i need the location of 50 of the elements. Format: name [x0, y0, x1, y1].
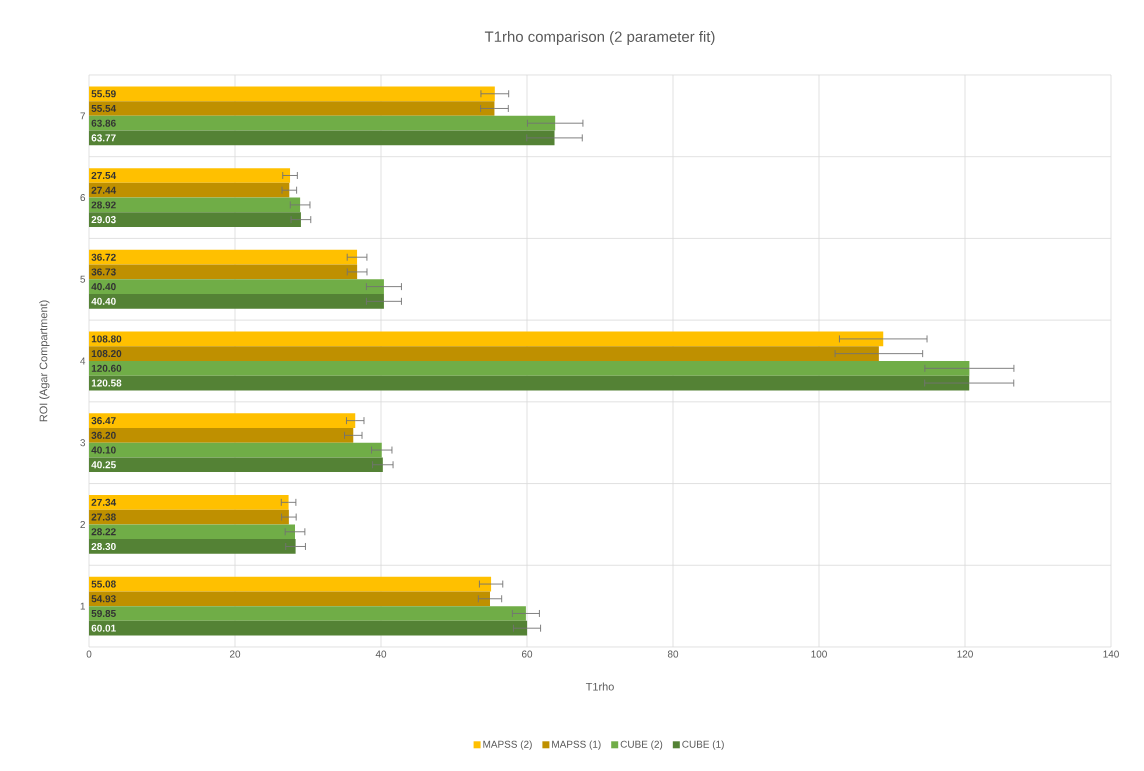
data-label: 28.92 — [91, 201, 116, 209]
data-label: 36.47 — [91, 417, 116, 425]
y-tick-label: 3 — [80, 439, 86, 447]
x-tick-label: 20 — [229, 650, 241, 658]
y-tick-label: 5 — [80, 275, 86, 283]
x-tick-label: 0 — [86, 650, 92, 658]
y-tick-label: 2 — [80, 520, 85, 528]
data-label: 27.54 — [91, 171, 117, 180]
x-tick-label: 100 — [811, 650, 827, 658]
data-label: 29.03 — [91, 216, 116, 224]
legend-label: CUBE (2) — [620, 740, 663, 750]
legend-label: CUBE (1) — [682, 740, 724, 750]
x-tick-label: 60 — [521, 650, 533, 658]
data-label: 55.59 — [91, 90, 116, 98]
data-label: 40.40 — [91, 283, 116, 291]
y-tick-label: 6 — [80, 194, 86, 202]
data-label: 120.60 — [91, 364, 122, 372]
data-label: 60.01 — [91, 624, 116, 632]
x-tick-label: 40 — [375, 650, 387, 658]
legend-label: MAPSS (1) — [552, 740, 601, 750]
data-label: 40.40 — [91, 297, 116, 305]
y-tick-label: 7 — [80, 112, 85, 120]
data-label: 28.30 — [91, 542, 116, 551]
data-label: 120.58 — [91, 379, 122, 387]
data-label: 40.25 — [91, 461, 116, 469]
data-label: 27.34 — [91, 498, 117, 506]
data-label: 40.10 — [91, 446, 116, 454]
data-label: 55.54 — [91, 105, 117, 112]
data-label: 59.85 — [91, 609, 116, 617]
y-axis-title: ROI (Agar Compartment) — [39, 300, 50, 422]
x-tick-label: 120 — [957, 650, 973, 658]
y-tick-label: 4 — [80, 357, 86, 365]
data-label: 54.93 — [91, 595, 116, 603]
data-label: 36.20 — [91, 431, 116, 439]
data-label: 28.22 — [91, 528, 116, 536]
data-label: 63.86 — [91, 119, 116, 127]
y-tick-label: 1 — [80, 602, 86, 610]
x-tick-label: 80 — [667, 650, 679, 658]
chart-title: T1rho comparison (2 parameter fit) — [484, 31, 715, 45]
data-label: 108.20 — [91, 350, 122, 358]
data-label: 27.38 — [91, 513, 116, 521]
data-label: 36.72 — [91, 253, 116, 261]
data-label: 36.73 — [91, 268, 116, 276]
data-label: 108.80 — [91, 335, 122, 343]
data-label: 55.08 — [91, 580, 116, 588]
data-label: 63.77 — [91, 134, 116, 142]
data-label: 27.44 — [91, 186, 117, 194]
x-tick-label: 140 — [1103, 650, 1119, 658]
x-axis-title: T1rho — [585, 682, 614, 691]
legend-label: MAPSS (2) — [483, 740, 532, 750]
